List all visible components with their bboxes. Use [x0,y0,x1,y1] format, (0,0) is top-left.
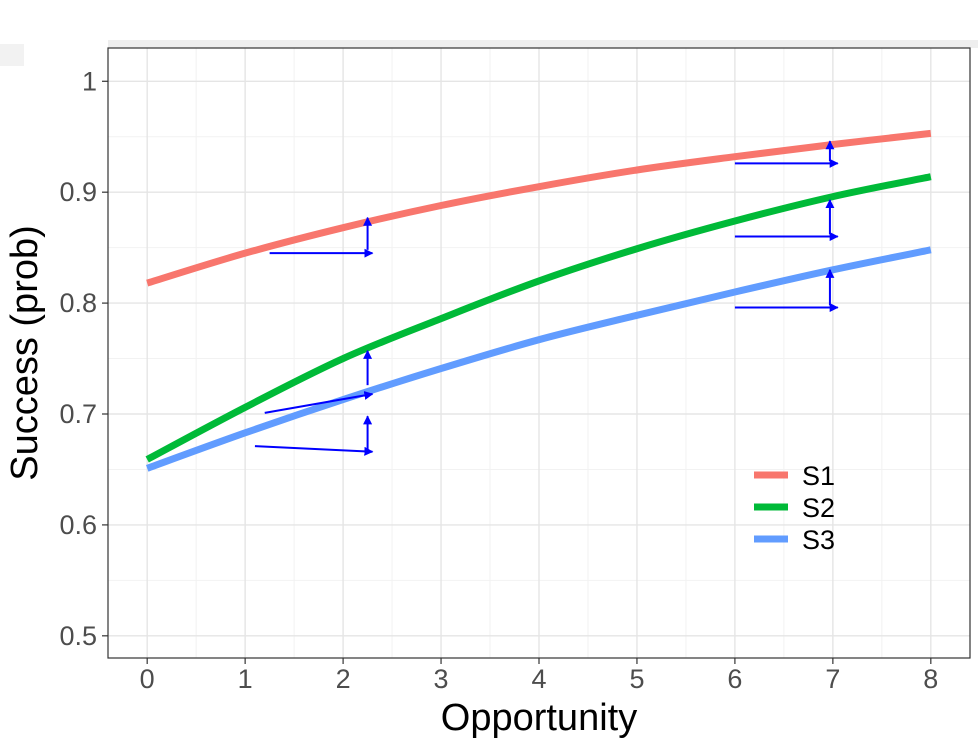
series-line-s1 [146,129,932,287]
y-tick-label: 0.5 [59,621,97,651]
y-axis-title: Success (prob) [4,225,46,481]
x-tick-label: 0 [140,664,155,694]
major-gridlines [108,48,970,658]
series-lines [145,129,932,472]
legend-label-s2: S2 [802,493,835,523]
x-tick-label: 8 [923,664,938,694]
y-tick-label: 1 [82,66,97,96]
y-tick-label: 0.9 [59,177,97,207]
legend-label-s3: S3 [802,525,835,555]
x-axis-ticks: 0 1 2 3 4 5 6 7 8 [140,658,938,694]
series-line-s3 [145,246,932,472]
x-axis-title: Opportunity [441,697,637,739]
top-strip [108,40,978,48]
legend-label-s1: S1 [802,461,835,491]
series-line-s2 [145,173,932,463]
top-left-decoration [0,44,24,66]
y-axis-ticks: 0.5 0.6 0.7 0.8 0.9 1 [59,66,108,651]
annotation-arrows [254,140,839,456]
x-tick-label: 4 [531,664,546,694]
y-tick-label: 0.7 [59,399,97,429]
plot-panel [107,47,971,659]
x-tick-label: 7 [825,664,840,694]
x-tick-label: 3 [434,664,449,694]
x-tick-label: 1 [238,664,253,694]
horizontal-arrow [264,390,374,414]
y-tick-label: 0.6 [59,510,97,540]
y-tick-label: 0.8 [59,288,97,318]
x-tick-label: 2 [336,664,351,694]
x-tick-label: 5 [629,664,644,694]
horizontal-arrow [254,445,374,456]
x-tick-label: 6 [727,664,742,694]
